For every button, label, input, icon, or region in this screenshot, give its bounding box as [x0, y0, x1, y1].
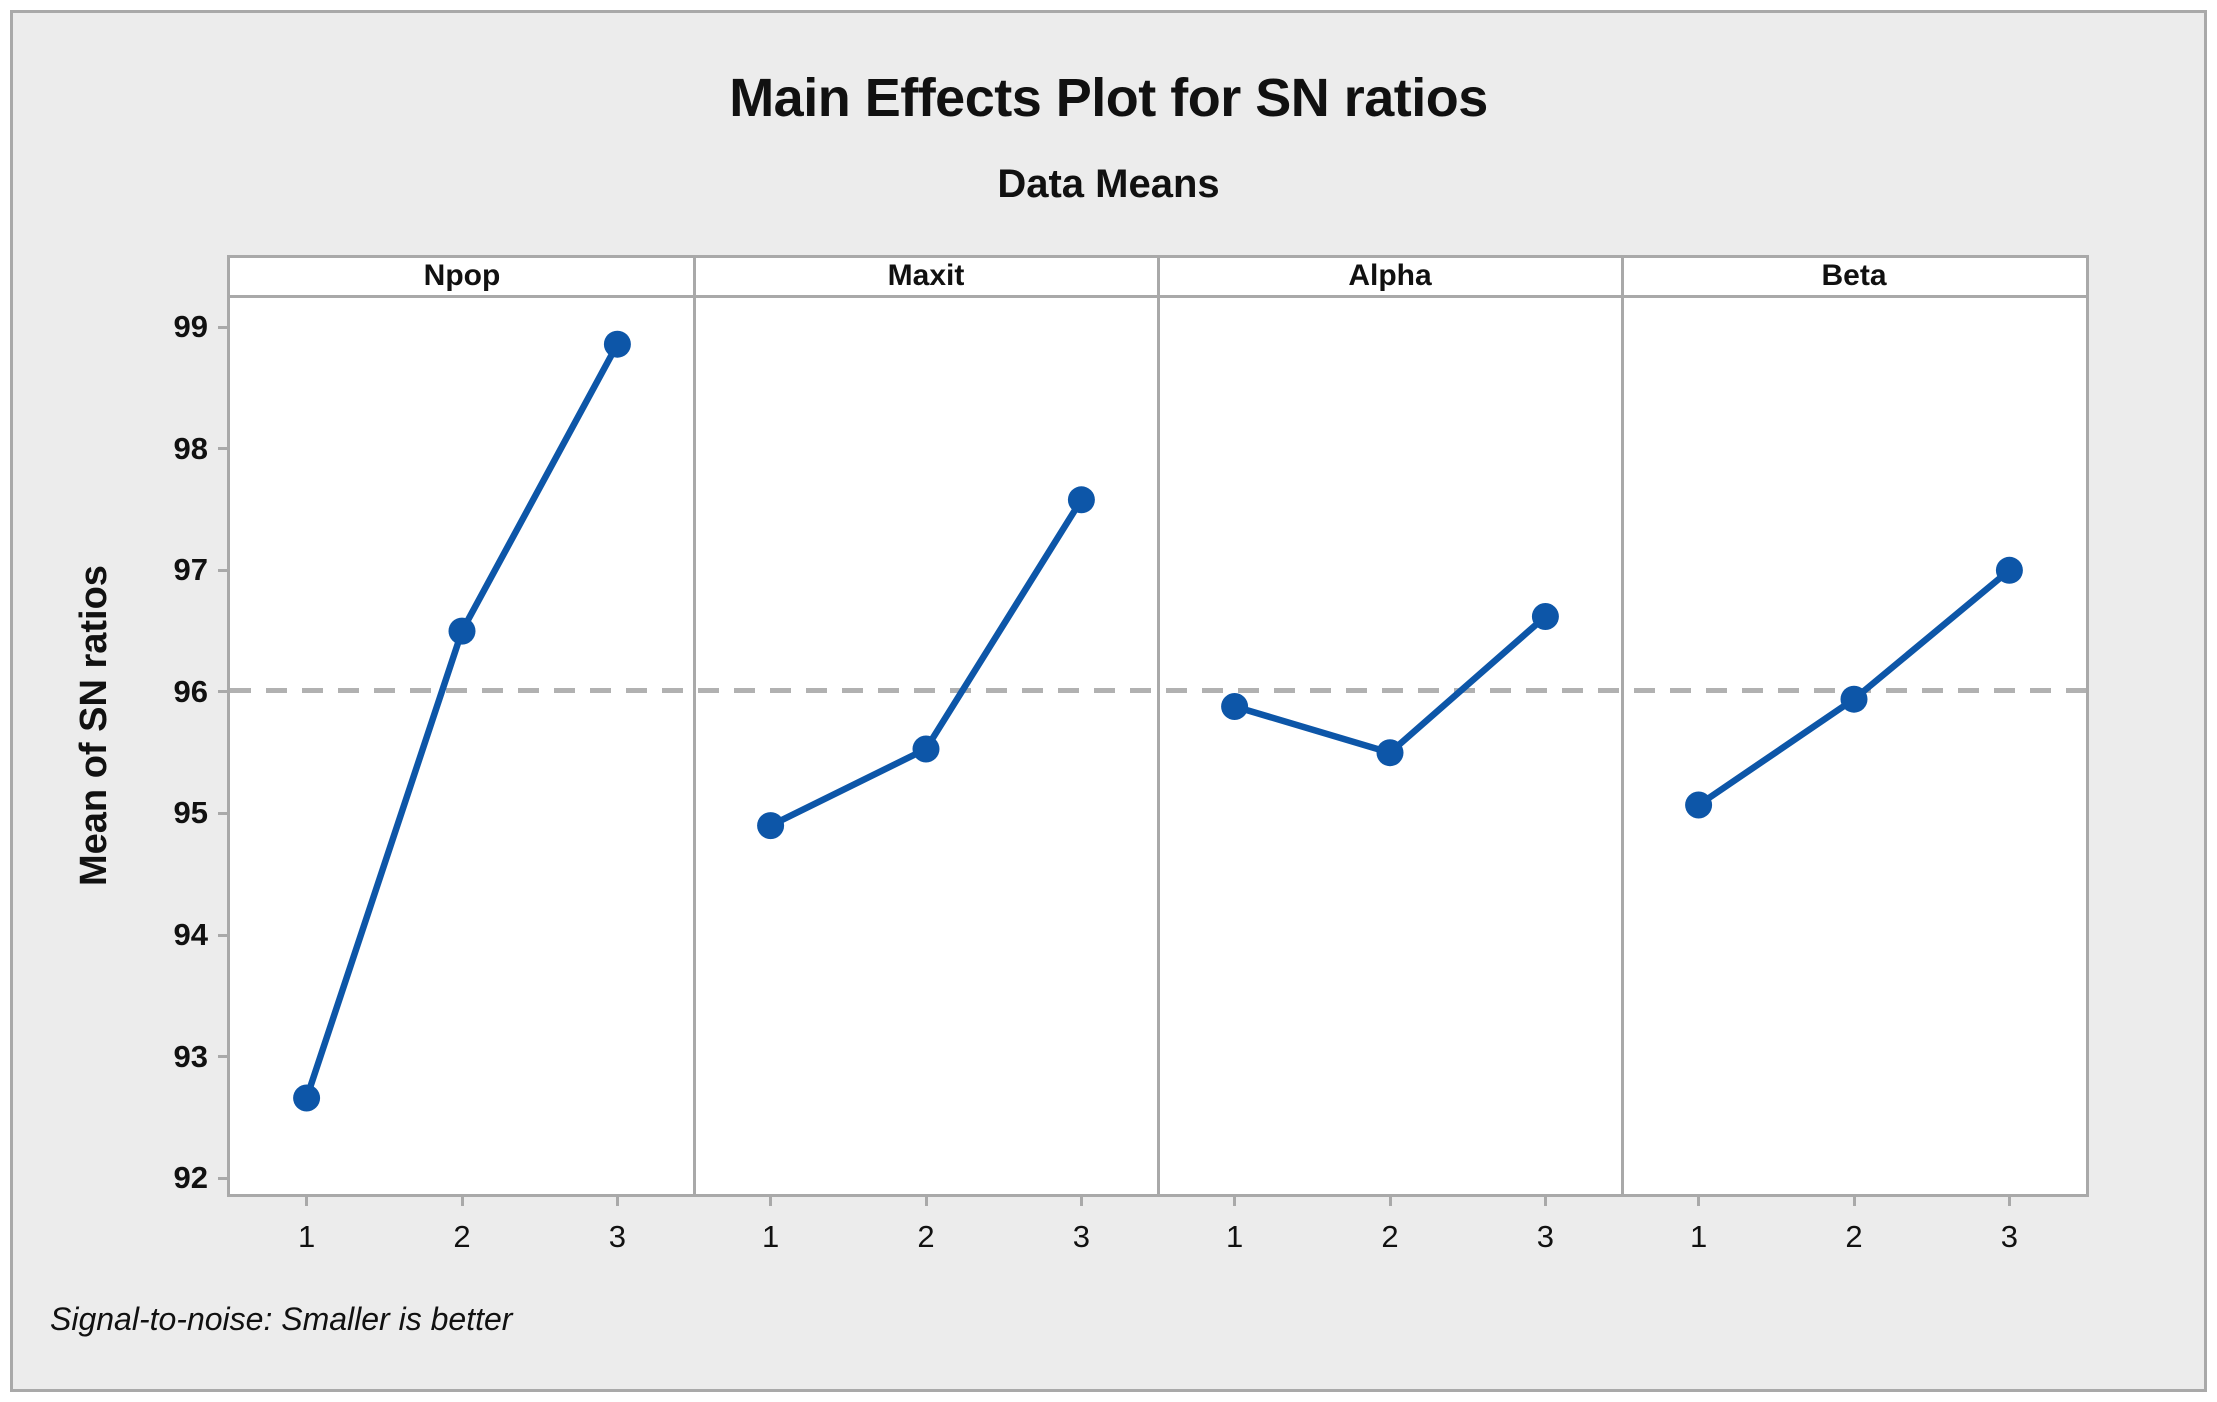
data-point [757, 812, 785, 840]
y-tick-label: 96 [173, 673, 208, 709]
y-tick-label: 95 [173, 795, 208, 831]
plot-area: Npop Maxit Alpha Beta [227, 255, 2089, 1197]
panel-plot-maxit [757, 486, 1095, 840]
x-tick-mark [1388, 1194, 1392, 1206]
panel-header-npop: Npop [230, 258, 694, 295]
x-tick-label: 2 [1381, 1219, 1399, 1254]
x-tick-mark [924, 1194, 928, 1206]
panel-header-alpha: Alpha [1158, 258, 1622, 295]
x-tick-label: 1 [761, 1219, 780, 1254]
x-tick-mark [1543, 1194, 1547, 1206]
panel-divider [1156, 258, 1160, 1194]
y-tick-label: 97 [173, 552, 208, 588]
y-tick-label: 93 [173, 1038, 208, 1074]
y-tick-mark [218, 447, 230, 451]
x-tick-mark [460, 1194, 464, 1206]
series-line [1233, 614, 1548, 757]
series-line [303, 342, 621, 1100]
data-point [448, 617, 476, 645]
y-tick-mark [218, 568, 230, 572]
x-tick-mark [1852, 1194, 1856, 1206]
panel-plot-npop [293, 330, 631, 1112]
panel-divider [1620, 258, 1624, 1194]
footnote: Signal-to-noise: Smaller is better [50, 1301, 513, 1337]
x-tick-label: 3 [1536, 1219, 1555, 1254]
data-point [1531, 603, 1559, 630]
x-tick-mark [769, 1194, 773, 1206]
x-tick-label: 1 [297, 1219, 316, 1254]
data-point [1685, 791, 1713, 819]
panel-plot-alpha [1221, 603, 1559, 767]
panel-header-maxit: Maxit [694, 258, 1158, 295]
data-point [1995, 556, 2023, 584]
chart-subtitle: Data Means [997, 162, 1220, 206]
data-point [1376, 739, 1404, 767]
data-point [1840, 685, 1868, 713]
x-tick-label: 2 [1845, 1219, 1863, 1254]
y-tick-label: 98 [173, 430, 208, 466]
x-tick-mark [1697, 1194, 1701, 1206]
x-tick-mark [1233, 1194, 1237, 1206]
chart-title: Main Effects Plot for SN ratios [729, 68, 1488, 128]
panel-header-beta: Beta [1622, 258, 2086, 295]
data-point [603, 330, 631, 358]
x-tick-mark [615, 1194, 619, 1206]
x-tick-mark [2007, 1194, 2011, 1206]
x-tick-label: 1 [1225, 1219, 1244, 1254]
panel-plot-beta [1685, 556, 2023, 819]
x-tick-label: 3 [1072, 1219, 1091, 1254]
x-tick-label: 3 [608, 1219, 627, 1254]
y-tick-mark [218, 811, 230, 815]
x-tick-label: 2 [453, 1219, 471, 1254]
data-point [1221, 693, 1249, 720]
figure: Main Effects Plot for SN ratios Data Mea… [10, 10, 2207, 1392]
x-tick-mark [305, 1194, 309, 1206]
y-tick-mark [218, 1055, 230, 1059]
y-tick-label: 99 [173, 309, 208, 345]
data-point [1067, 486, 1095, 514]
x-tick-label: 2 [917, 1219, 935, 1254]
y-tick-mark [218, 933, 230, 937]
y-tick-mark [218, 325, 230, 329]
y-tick-mark [218, 1176, 230, 1180]
x-tick-mark [1079, 1194, 1083, 1206]
series-line [769, 498, 1085, 829]
y-tick-label: 92 [173, 1160, 208, 1196]
y-tick-label: 94 [173, 917, 208, 953]
x-tick-label: 1 [1689, 1219, 1708, 1254]
y-tick-mark [218, 690, 230, 694]
data-point [912, 735, 940, 763]
data-point [293, 1084, 321, 1112]
x-tick-label: 3 [2000, 1219, 2019, 1254]
panel-divider [692, 258, 696, 1194]
